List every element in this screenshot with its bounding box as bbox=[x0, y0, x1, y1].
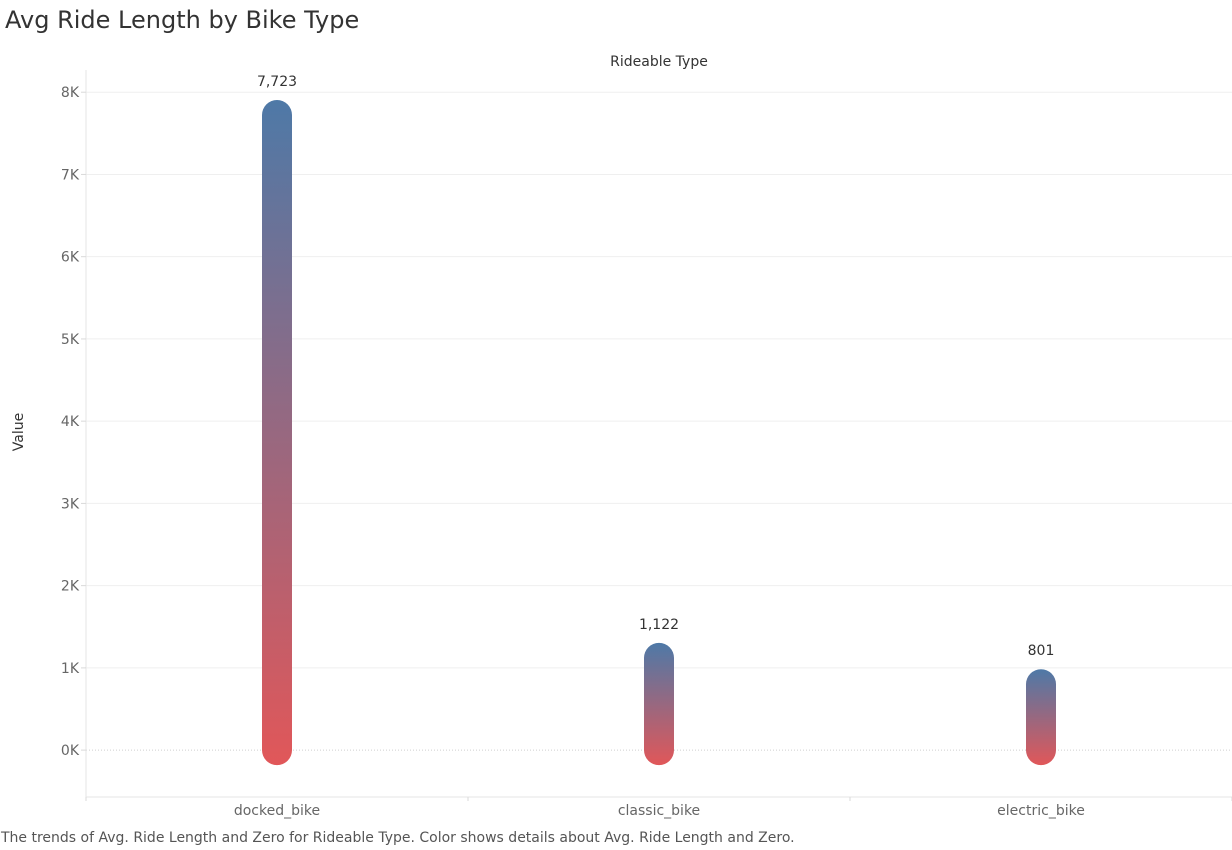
x-axis-ticks: docked_bike classic_bike electric_bike bbox=[234, 803, 1085, 819]
y-tick-label: 0K bbox=[61, 743, 80, 759]
y-tick-label: 1K bbox=[61, 661, 80, 677]
y-tick-label: 2K bbox=[61, 579, 80, 595]
y-tick-label: 7K bbox=[61, 167, 80, 183]
chart-title: Avg Ride Length by Bike Type bbox=[5, 6, 360, 34]
chart-caption: The trends of Avg. Ride Length and Zero … bbox=[1, 830, 795, 846]
y-axis-title: Value bbox=[11, 413, 27, 451]
x-tick-label-electric_bike: electric_bike bbox=[997, 803, 1085, 819]
bars bbox=[262, 99, 1056, 766]
y-axis-ticks: 0K 1K 2K 3K 4K 5K 6K 7K 8K bbox=[61, 85, 86, 759]
data-label-docked_bike: 7,723 bbox=[257, 74, 297, 90]
bar-electric_bike bbox=[1026, 669, 1056, 766]
y-tick-label: 8K bbox=[61, 85, 80, 101]
data-labels: 7,723 1,122 801 bbox=[257, 74, 1054, 659]
x-tick-label-docked_bike: docked_bike bbox=[234, 803, 320, 819]
data-label-electric_bike: 801 bbox=[1028, 643, 1055, 659]
y-tick-label: 6K bbox=[61, 250, 80, 266]
x-tick-label-classic_bike: classic_bike bbox=[618, 803, 700, 819]
column-header: Rideable Type bbox=[610, 54, 708, 70]
bar-classic_bike bbox=[644, 642, 674, 766]
y-tick-label: 4K bbox=[61, 414, 80, 430]
y-tick-label: 5K bbox=[61, 332, 80, 348]
y-tick-label: 3K bbox=[61, 496, 80, 512]
x-axis-dividers bbox=[85, 797, 1232, 801]
bar-docked_bike bbox=[262, 99, 292, 766]
data-label-classic_bike: 1,122 bbox=[639, 617, 679, 633]
